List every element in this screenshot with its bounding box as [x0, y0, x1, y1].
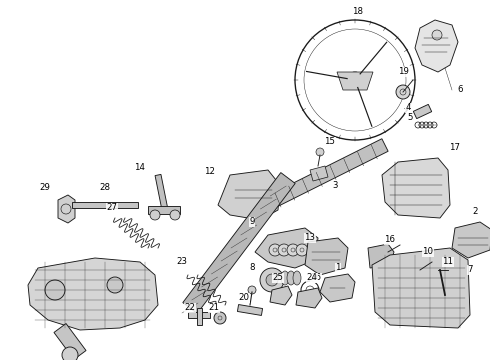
Polygon shape — [415, 20, 458, 72]
Circle shape — [296, 244, 308, 256]
Polygon shape — [72, 202, 138, 208]
Circle shape — [260, 268, 284, 292]
Text: 28: 28 — [99, 184, 111, 193]
Text: 2: 2 — [472, 207, 478, 216]
Polygon shape — [183, 172, 295, 314]
Polygon shape — [310, 166, 328, 181]
Text: 26: 26 — [311, 274, 321, 283]
Text: 21: 21 — [209, 303, 220, 312]
Text: 27: 27 — [106, 203, 118, 212]
Polygon shape — [272, 139, 388, 206]
Circle shape — [278, 244, 290, 256]
Polygon shape — [58, 195, 75, 223]
Polygon shape — [188, 312, 210, 318]
Text: 6: 6 — [457, 85, 463, 94]
Circle shape — [269, 244, 281, 256]
Text: 1: 1 — [335, 264, 341, 273]
Text: 23: 23 — [176, 257, 188, 266]
Circle shape — [150, 210, 160, 220]
Polygon shape — [452, 222, 490, 258]
Circle shape — [287, 244, 299, 256]
Circle shape — [316, 148, 324, 156]
Polygon shape — [320, 274, 355, 302]
Polygon shape — [405, 264, 420, 282]
Ellipse shape — [293, 271, 301, 285]
Circle shape — [214, 312, 226, 324]
Polygon shape — [255, 228, 318, 268]
Polygon shape — [218, 170, 280, 220]
Text: 19: 19 — [397, 68, 409, 77]
Polygon shape — [148, 206, 180, 214]
Polygon shape — [238, 305, 263, 315]
Ellipse shape — [281, 271, 289, 285]
Text: 22: 22 — [185, 303, 196, 312]
Polygon shape — [372, 248, 470, 328]
Text: 3: 3 — [332, 180, 338, 189]
Text: 12: 12 — [204, 167, 216, 176]
Circle shape — [266, 274, 278, 286]
Text: 16: 16 — [385, 235, 395, 244]
Polygon shape — [196, 308, 201, 325]
Circle shape — [107, 277, 123, 293]
Circle shape — [396, 85, 410, 99]
Text: 8: 8 — [249, 264, 255, 273]
Text: 29: 29 — [40, 184, 50, 193]
Text: 20: 20 — [239, 293, 249, 302]
Polygon shape — [305, 238, 348, 275]
Text: 7: 7 — [467, 266, 473, 274]
Polygon shape — [382, 158, 450, 218]
Polygon shape — [155, 174, 168, 211]
Circle shape — [248, 286, 256, 294]
Text: 11: 11 — [442, 257, 454, 266]
Text: 18: 18 — [352, 8, 364, 17]
Polygon shape — [54, 324, 86, 360]
Text: 10: 10 — [422, 248, 434, 256]
Circle shape — [170, 210, 180, 220]
Text: 13: 13 — [304, 234, 316, 243]
Text: 24: 24 — [307, 274, 318, 283]
Text: 15: 15 — [324, 138, 336, 147]
Polygon shape — [270, 286, 292, 305]
Text: 5: 5 — [407, 113, 413, 122]
Text: 14: 14 — [134, 163, 146, 172]
Circle shape — [45, 280, 65, 300]
Circle shape — [62, 347, 78, 360]
Polygon shape — [413, 104, 432, 119]
Text: 9: 9 — [249, 217, 255, 226]
Polygon shape — [337, 72, 373, 90]
Polygon shape — [28, 258, 158, 330]
Polygon shape — [296, 288, 322, 308]
Circle shape — [347, 72, 363, 88]
Text: 17: 17 — [449, 144, 461, 153]
Polygon shape — [368, 244, 394, 268]
Text: 4: 4 — [405, 104, 411, 112]
Text: 25: 25 — [272, 274, 284, 283]
Ellipse shape — [287, 271, 295, 285]
Circle shape — [432, 30, 442, 40]
